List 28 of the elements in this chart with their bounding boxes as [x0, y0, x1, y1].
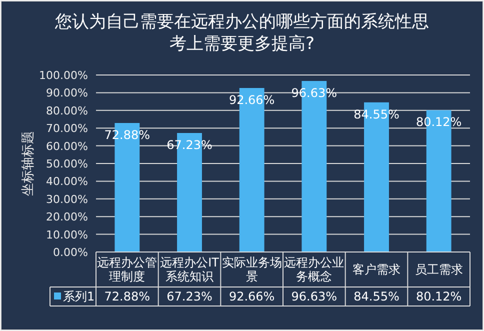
data-label: 96.63%	[291, 290, 338, 304]
y-tick-label: 90.00%	[46, 86, 88, 100]
chart-title: 您认为自己需要在远程办公的哪些方面的系统性思考上需要更多提高?	[54, 12, 429, 54]
data-label: 72.88%	[104, 290, 150, 304]
x-tick-label: 远程办公IT系统知识	[160, 256, 220, 284]
data-label: 80.12%	[416, 290, 462, 304]
y-tick-label: 40.00%	[46, 175, 88, 188]
text: 96.63%	[291, 86, 338, 100]
data-label: 92.66%	[228, 290, 275, 304]
x-tick-label: 远程办公业务概念	[284, 256, 344, 284]
x-tick-label: 员工需求	[414, 262, 463, 276]
data-label: 84.55%	[354, 290, 400, 304]
y-tick-label: 0.00%	[53, 246, 88, 259]
x-tick-label: 客户需求	[352, 262, 400, 276]
y-tick-label: 30.00%	[46, 192, 88, 206]
y-axis-title: 坐标轴标题	[21, 131, 36, 196]
data-label: 67.23%	[166, 290, 212, 304]
y-tick-label: 10.00%	[46, 228, 88, 242]
y-tick-label: 100.00%	[39, 69, 88, 82]
legend-label: 系列1	[63, 290, 95, 304]
x-tick-label: 实际业务场景	[222, 256, 282, 284]
y-tick-label: 20.00%	[46, 210, 88, 224]
y-tick-label: 80.00%	[46, 104, 88, 118]
text: 67.23%	[166, 138, 212, 152]
x-tick-label: 远程办公管理制度	[97, 256, 158, 284]
y-tick-label: 70.00%	[46, 122, 88, 136]
y-tick-label: 60.00%	[46, 140, 88, 153]
y-tick-label: 50.00%	[46, 158, 88, 170]
